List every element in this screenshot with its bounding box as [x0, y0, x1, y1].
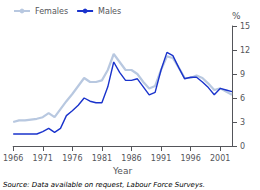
- svg-text:15: 15: [240, 22, 250, 31]
- svg-text:Males: Males: [98, 7, 121, 16]
- svg-text:9: 9: [240, 70, 245, 79]
- svg-text:1971: 1971: [33, 154, 53, 163]
- svg-text:12: 12: [240, 46, 250, 55]
- svg-text:1966: 1966: [3, 154, 23, 163]
- svg-text:Females: Females: [35, 7, 68, 16]
- svg-text:1981: 1981: [92, 154, 112, 163]
- svg-text:1976: 1976: [62, 154, 82, 163]
- svg-text:1996: 1996: [180, 154, 200, 163]
- svg-text:%: %: [232, 11, 241, 21]
- svg-text:3: 3: [240, 118, 245, 127]
- svg-text:Year: Year: [112, 166, 132, 176]
- svg-text:1991: 1991: [151, 154, 171, 163]
- svg-text:6: 6: [240, 94, 245, 103]
- svg-text:Source: Data available on requ: Source: Data available on request, Labou…: [3, 181, 205, 189]
- svg-text:2001: 2001: [210, 154, 230, 163]
- svg-text:1986: 1986: [121, 154, 141, 163]
- svg-text:0: 0: [240, 142, 245, 151]
